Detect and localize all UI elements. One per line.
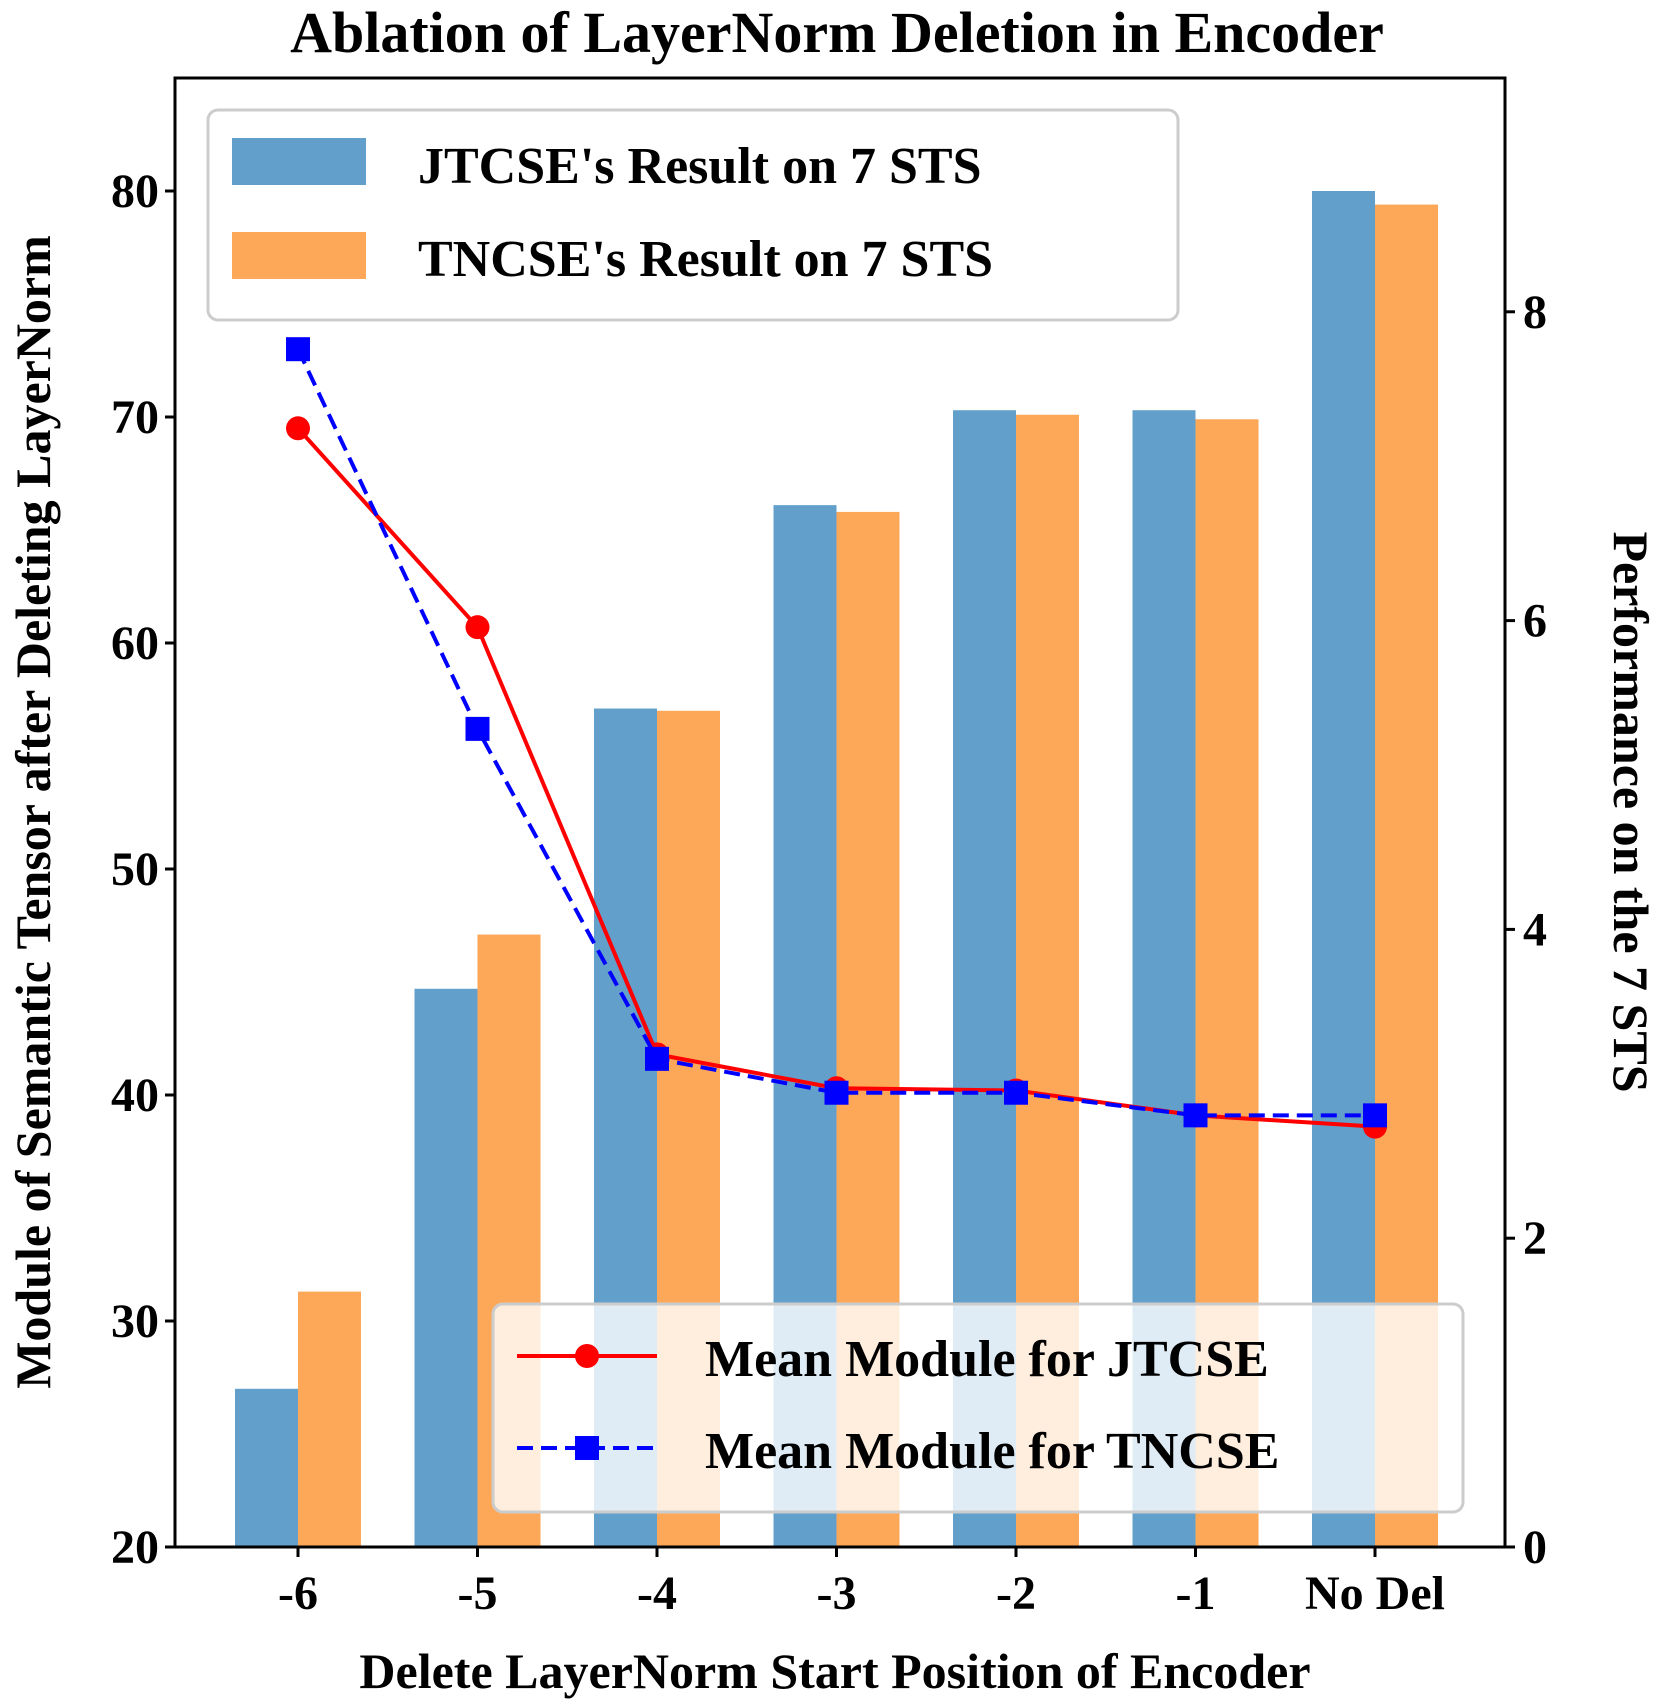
- tncse-mean-point-6: [1363, 1103, 1387, 1128]
- x-tick-label-0: -6: [278, 1567, 318, 1620]
- left-tick-label-0: 20: [111, 1521, 159, 1574]
- x-tick-label-3: -3: [817, 1567, 857, 1620]
- legend-lines-frame: [491, 1302, 1465, 1514]
- legend-tncse-bar-swatch: [232, 232, 366, 279]
- lines-layer: [286, 337, 1387, 1139]
- right-tick-label-2: 4: [1523, 903, 1547, 956]
- jtcse-mean-point-1: [465, 615, 490, 640]
- tncse-bar-0: [298, 1291, 361, 1547]
- jtcse-bar-1: [414, 988, 478, 1547]
- left-tick-label-1: 30: [111, 1295, 159, 1348]
- legend-tncse-bar-label: TNCSE's Result on 7 STS: [418, 231, 993, 288]
- x-tick-label-4: -2: [996, 1567, 1036, 1620]
- jtcse-bar-0: [235, 1388, 298, 1547]
- right-y-axis-label: Performance on the 7 STS: [1603, 531, 1659, 1092]
- legend-jtcse-line-marker: [575, 1344, 599, 1368]
- x-axis-label: Delete LayerNorm Start Position of Encod…: [359, 1643, 1310, 1699]
- x-tick-label-1: -5: [458, 1567, 498, 1620]
- right-y-axis: 0 2 4 6 8: [1505, 286, 1547, 1574]
- tncse-mean-point-0: [286, 337, 310, 362]
- left-y-axis: 20 30 40 50 60 70 80: [111, 165, 175, 1574]
- left-y-axis-label: Module of Semantic Tensor after Deleting…: [5, 235, 61, 1389]
- chart-title: Ablation of LayerNorm Deletion in Encode…: [290, 0, 1384, 65]
- left-tick-label-6: 80: [111, 165, 159, 218]
- legend-jtcse-bar-swatch: [232, 138, 366, 185]
- tncse-mean-point-1: [465, 716, 490, 741]
- x-tick-label-6: No Del: [1305, 1567, 1445, 1620]
- x-tick-label-5: -1: [1176, 1567, 1216, 1620]
- left-tick-label-3: 50: [111, 843, 159, 896]
- left-tick-label-4: 60: [111, 617, 159, 670]
- x-axis: -6 -5 -4 -3 -2 -1 No Del: [278, 1547, 1445, 1620]
- legend-jtcse-line-label: Mean Module for JTCSE: [705, 1331, 1269, 1388]
- left-tick-label-5: 70: [111, 391, 159, 444]
- tncse-mean-point-3: [824, 1080, 849, 1105]
- tncse-mean-point-2: [645, 1046, 669, 1071]
- right-tick-label-0: 0: [1523, 1521, 1547, 1574]
- right-tick-label-3: 6: [1523, 595, 1547, 648]
- legend-lines: Mean Module for JTCSE Mean Module for TN…: [491, 1302, 1465, 1514]
- left-tick-label-2: 40: [111, 1069, 159, 1122]
- right-tick-label-4: 8: [1523, 286, 1547, 339]
- jtcse-mean-point-0: [286, 416, 310, 441]
- legend-bars-frame: [206, 108, 1180, 322]
- right-tick-label-1: 2: [1523, 1212, 1547, 1265]
- x-tick-label-2: -4: [637, 1567, 677, 1620]
- tncse-mean-point-4: [1004, 1080, 1028, 1105]
- plot-frame: [173, 76, 1507, 1549]
- legend-tncse-line-label: Mean Module for TNCSE: [705, 1423, 1279, 1480]
- tncse-mean-point-5: [1183, 1103, 1208, 1128]
- legend-jtcse-bar-label: JTCSE's Result on 7 STS: [418, 138, 982, 195]
- legend-tncse-line-marker: [575, 1436, 599, 1460]
- legend-bars: JTCSE's Result on 7 STS TNCSE's Result o…: [206, 108, 1180, 322]
